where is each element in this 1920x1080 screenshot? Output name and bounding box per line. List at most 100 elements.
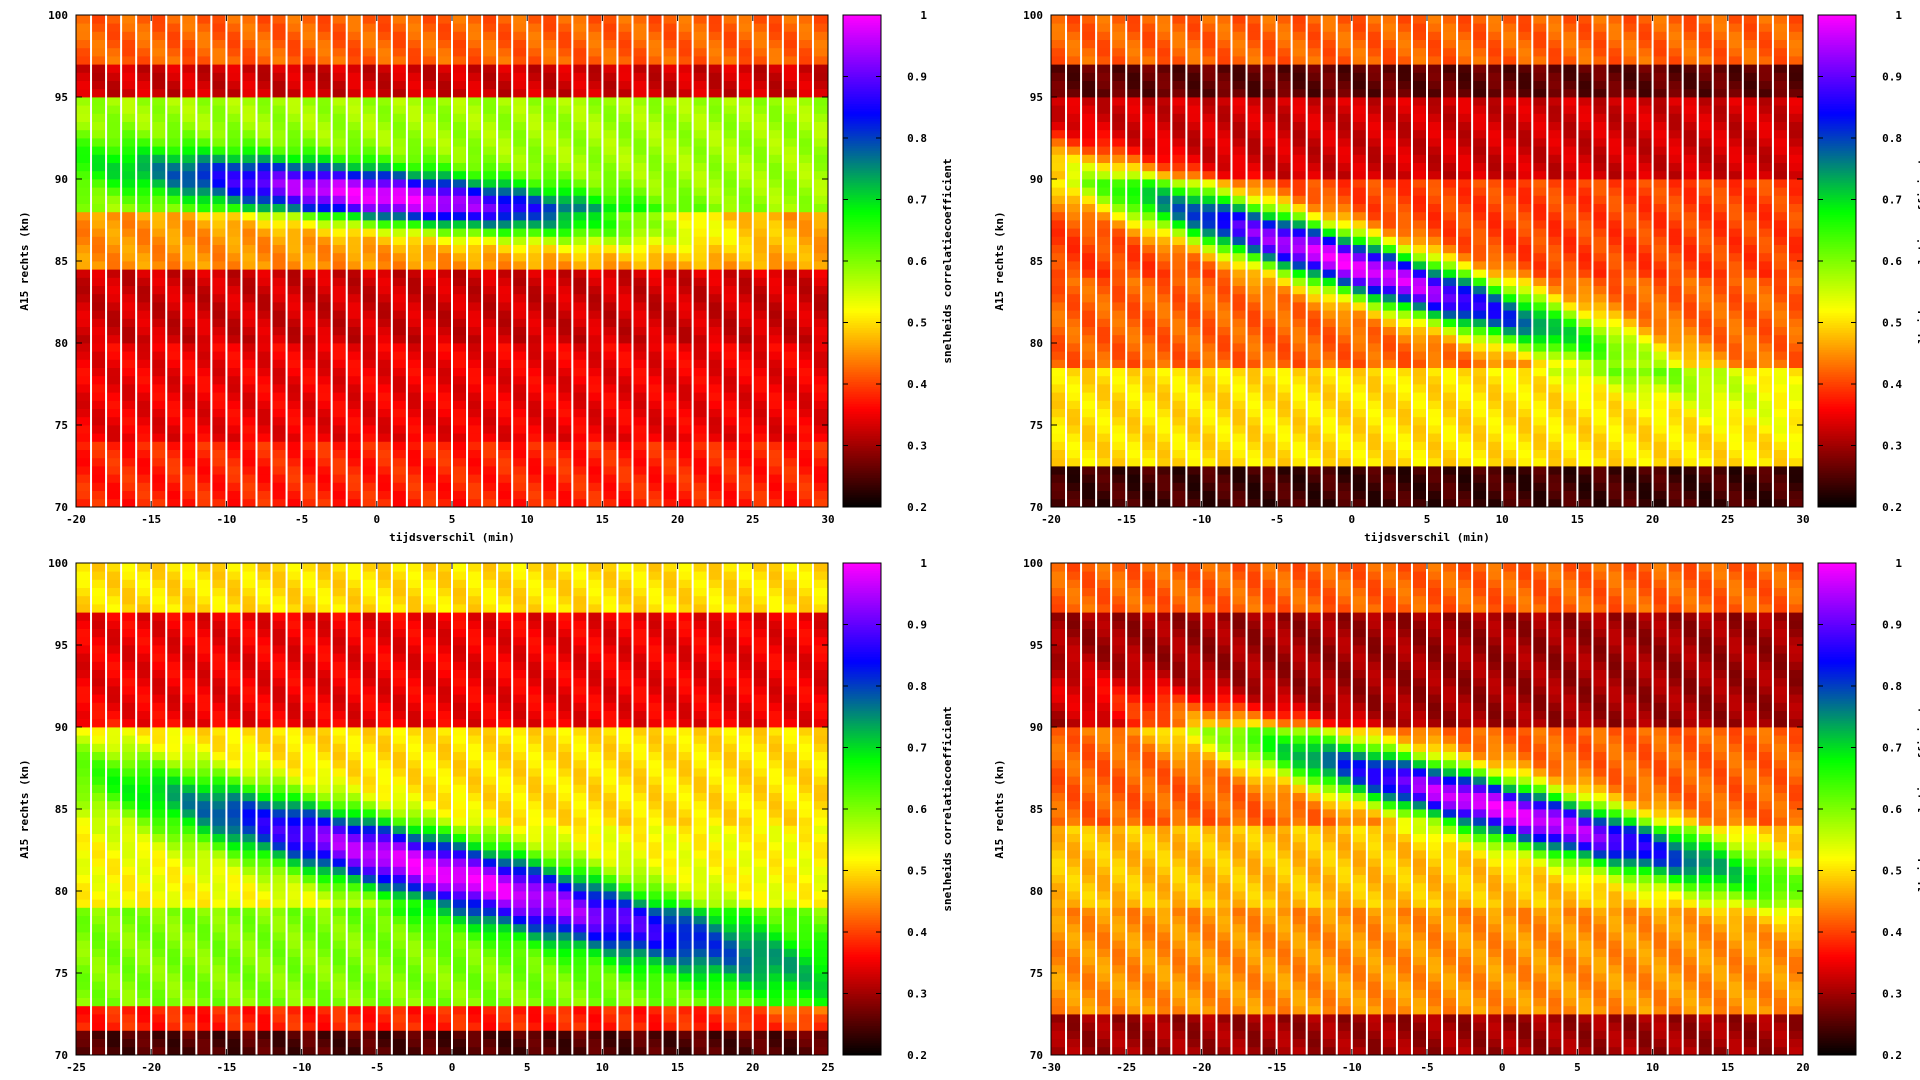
heatmap-cell [331, 318, 348, 327]
heatmap-cell [391, 482, 408, 491]
heatmap-cell [1336, 187, 1353, 196]
heatmap-cell [196, 310, 212, 319]
heatmap-cell [151, 466, 167, 475]
heatmap-cell [406, 416, 423, 426]
heatmap-cell [617, 449, 633, 459]
heatmap-cell [647, 302, 663, 311]
heatmap-cell [1381, 211, 1398, 221]
heatmap-cell [1261, 375, 1277, 385]
heatmap-cell [181, 392, 197, 401]
heatmap-cell [376, 56, 393, 65]
colorbar-step [843, 209, 881, 213]
heatmap-cell [737, 105, 754, 114]
heatmap-cell [1096, 88, 1112, 98]
heatmap-cell [707, 482, 724, 491]
heatmap-cell [406, 64, 423, 73]
heatmap-cell [602, 408, 618, 418]
heatmap-cell [1186, 113, 1202, 122]
heatmap-cell [1366, 72, 1383, 81]
heatmap-cell [482, 343, 498, 352]
heatmap-cell [737, 47, 754, 57]
heatmap-cell [241, 195, 257, 204]
heatmap-cell [1141, 97, 1157, 106]
heatmap-cell [226, 56, 242, 65]
heatmap-cell [692, 498, 709, 508]
heatmap-cell [1081, 252, 1097, 262]
heatmap-cell [1411, 113, 1428, 122]
heatmap-cell [1306, 293, 1323, 303]
heatmap-cell [707, 195, 724, 204]
heatmap-cell [1126, 343, 1142, 352]
heatmap-cell [121, 121, 137, 131]
heatmap-cell [782, 400, 799, 409]
heatmap-cell [1246, 466, 1262, 475]
heatmap-cell [1081, 416, 1097, 426]
heatmap-cell [271, 425, 287, 434]
heatmap-cell [557, 261, 573, 270]
heatmap-cell [707, 277, 724, 286]
heatmap-cell [1442, 211, 1458, 221]
heatmap-cell [1411, 162, 1428, 172]
heatmap-cell [1276, 244, 1293, 254]
heatmap-cell [1366, 293, 1383, 303]
heatmap-cell [1366, 310, 1383, 319]
heatmap-cell [677, 203, 694, 213]
heatmap-cell [557, 269, 573, 278]
heatmap-cell [1276, 334, 1293, 344]
heatmap-cell [497, 47, 513, 57]
heatmap-cell [121, 31, 137, 40]
heatmap-cell [452, 88, 468, 98]
heatmap-cell [662, 425, 678, 434]
heatmap-cell [1081, 490, 1097, 500]
heatmap-cell [797, 146, 814, 155]
heatmap-cell [301, 121, 318, 131]
heatmap-cell [752, 244, 769, 254]
heatmap-cell [331, 433, 348, 442]
heatmap-cell [436, 64, 453, 73]
heatmap-cell [1096, 498, 1112, 508]
heatmap-cell [1396, 252, 1413, 262]
heatmap-cell [737, 269, 754, 278]
heatmap-cell [1171, 170, 1187, 180]
heatmap-cell [797, 154, 814, 163]
y-tick-label: 100 [48, 9, 68, 22]
heatmap-cell [211, 113, 227, 122]
colorbar-step [843, 61, 881, 65]
heatmap-cell [166, 80, 182, 90]
heatmap-cell [452, 343, 468, 352]
colorbar-step [843, 374, 881, 378]
heatmap-cell [782, 474, 799, 483]
heatmap-cell [1291, 318, 1308, 327]
colorbar-step [843, 465, 881, 469]
heatmap-cell [76, 39, 92, 49]
heatmap-cell [1457, 310, 1473, 319]
heatmap-cell [76, 170, 92, 180]
heatmap-cell [812, 416, 829, 426]
heatmap-cell [166, 211, 182, 221]
heatmap-cell [722, 105, 739, 114]
heatmap-cell [421, 416, 438, 426]
heatmap-cell [376, 261, 393, 270]
heatmap-cell [1246, 211, 1262, 221]
heatmap-cell [1066, 195, 1082, 204]
heatmap-cell [662, 138, 678, 147]
heatmap-cell [1231, 220, 1247, 229]
heatmap-cell [617, 318, 633, 327]
heatmap-cell [151, 457, 167, 467]
heatmap-cell [467, 375, 483, 385]
heatmap-cell [707, 416, 724, 426]
heatmap-cell [647, 138, 663, 147]
heatmap-cell [211, 302, 227, 311]
heatmap-cell [1381, 97, 1398, 106]
heatmap-cell [1051, 310, 1067, 319]
heatmap-cell [106, 220, 122, 229]
heatmap-cell [226, 384, 242, 393]
heatmap-cell [782, 482, 799, 491]
heatmap-cell [527, 474, 543, 483]
heatmap-cell [527, 269, 543, 278]
heatmap-cell [196, 433, 212, 442]
heatmap-cell [331, 105, 348, 114]
heatmap-cell [482, 302, 498, 311]
heatmap-cell [211, 293, 227, 303]
heatmap-cell [301, 285, 318, 295]
